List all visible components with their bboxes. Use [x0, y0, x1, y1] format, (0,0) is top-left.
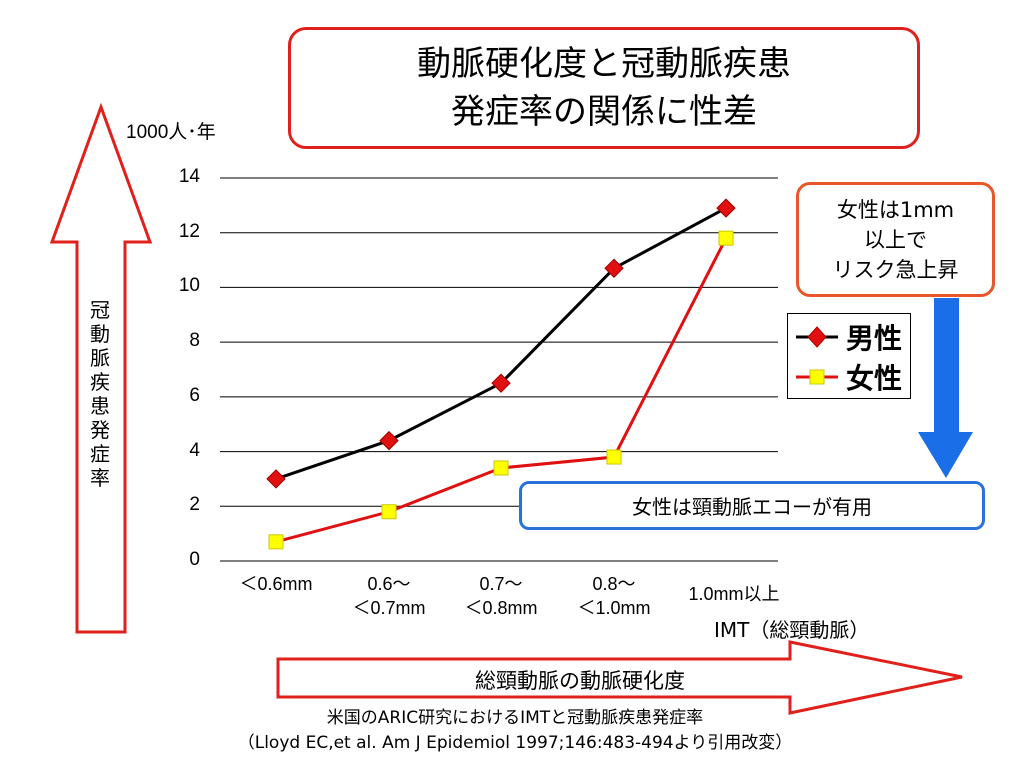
legend-female-label: 女性	[846, 362, 903, 395]
callout-echo: 女性は頸動脈エコーが有用	[519, 481, 985, 530]
title-line-2: 発症率の関係に性差	[451, 92, 757, 132]
male-point	[604, 258, 624, 278]
female-point	[381, 504, 397, 520]
chart-legend: 男性 女性	[787, 313, 911, 399]
x-tick-label: ＜0.6mm	[216, 572, 336, 596]
series-line-male	[275, 206, 727, 481]
title-line-1: 動脈硬化度と冠動脈疾患	[417, 44, 791, 84]
callout-female-risk-line1: 女性は1mm	[836, 197, 955, 222]
male-point	[266, 469, 286, 489]
legend-item-female: 女性	[794, 358, 902, 396]
y-tick-label: 6	[189, 384, 200, 406]
x-tick-label-line: ＜1.0mm	[577, 598, 651, 618]
x-tick-label: 0.7～ ＜0.8mm	[441, 572, 561, 620]
x-tick-label-line: 0.7～	[479, 574, 523, 594]
x-tick-label: 0.8～ ＜1.0mm	[554, 572, 674, 620]
blue-down-arrow	[918, 298, 973, 478]
citation: 米国のARIC研究におけるIMTと冠動脈疾患発症率 （Lloyd EC,et a…	[150, 706, 880, 756]
female-point	[606, 449, 622, 465]
citation-line2: （Lloyd EC,et al. Am J Epidemiol 1997;146…	[237, 733, 793, 753]
x-axis-title: IMT（総頸動脈）	[714, 618, 870, 642]
x-tick-label-line: 1.0mm以上	[688, 584, 780, 604]
legend-female-marker	[796, 369, 838, 385]
y-tick-label: 4	[189, 439, 200, 461]
callout-female-risk-line3: リスク急上昇	[832, 257, 959, 282]
y-tick-label: 10	[178, 275, 200, 297]
chart-grid	[220, 177, 778, 562]
female-point	[493, 460, 509, 476]
x-tick-label-line: ＜0.8mm	[464, 598, 538, 618]
legend-male-marker	[796, 326, 838, 348]
callout-female-risk-line2: 以上で	[864, 227, 927, 252]
male-point	[491, 373, 511, 393]
female-point	[718, 230, 734, 246]
horizontal-right-arrow	[276, 640, 963, 715]
x-tick-label: 1.0mm以上	[674, 582, 794, 606]
legend-male-label: 男性	[846, 322, 903, 355]
y-tick-label: 8	[189, 330, 200, 352]
y-tick-label: 14	[178, 166, 200, 187]
y-unit-label: 1000人･年	[126, 122, 216, 143]
citation-line1: 米国のARIC研究におけるIMTと冠動脈疾患発症率	[326, 708, 704, 728]
x-tick-label-line: 0.6～	[367, 574, 411, 594]
chart-series	[266, 198, 736, 550]
y-tick-label: 12	[178, 220, 200, 242]
x-tick-label-line: ＜0.6mm	[239, 574, 313, 594]
female-point	[268, 534, 284, 550]
x-tick-label-line: 0.8～	[592, 574, 636, 594]
vertical-up-arrow	[49, 102, 153, 634]
x-tick-label-line: ＜0.7mm	[352, 598, 426, 618]
y-tick-label: 0	[189, 549, 200, 570]
vertical-arrow-label: 冠動脈疾患発症率	[90, 298, 110, 490]
male-point	[716, 198, 736, 218]
y-tick-label: 2	[189, 494, 200, 516]
male-point	[379, 430, 399, 451]
horizontal-arrow-label: 総頸動脈の動脈硬化度	[475, 669, 685, 693]
legend-item-male: 男性	[794, 318, 902, 356]
title-box: 動脈硬化度と冠動脈疾患 発症率の関係に性差	[288, 27, 920, 149]
x-tick-label: 0.6～ ＜0.7mm	[329, 572, 449, 620]
callout-female-risk: 女性は1mm 以上で リスク急上昇	[796, 182, 995, 297]
